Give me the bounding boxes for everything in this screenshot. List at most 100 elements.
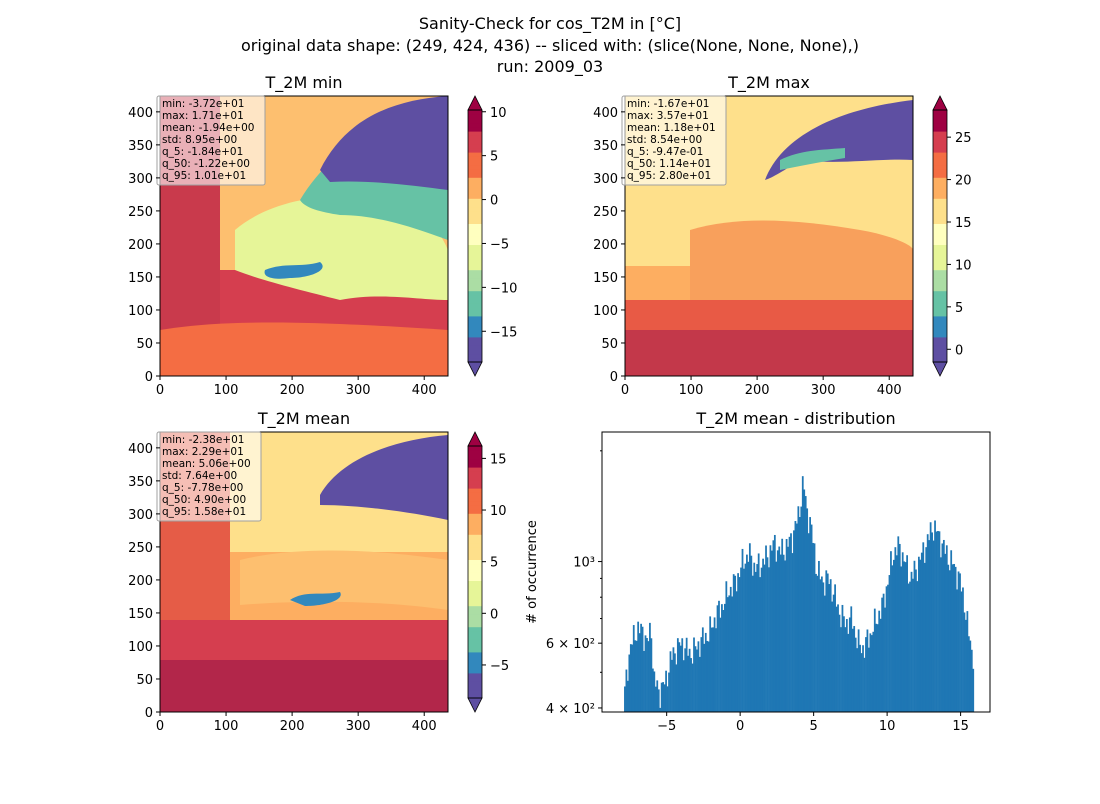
colorbar-segment bbox=[468, 509, 482, 514]
histogram-bar bbox=[876, 624, 879, 712]
colorbar-segment bbox=[468, 664, 482, 670]
histogram-bar bbox=[626, 680, 629, 712]
colorbar-segment bbox=[468, 244, 482, 250]
colorbar-segment bbox=[933, 307, 947, 313]
histogram-bar bbox=[703, 643, 706, 712]
histogram-bar bbox=[890, 551, 892, 712]
histogram-bar bbox=[674, 653, 676, 712]
y-tick-label: 150 bbox=[128, 607, 153, 622]
colorbar-segment bbox=[468, 681, 482, 686]
histogram-bar bbox=[823, 595, 826, 712]
histogram-bar bbox=[915, 569, 917, 712]
colorbar-segment bbox=[468, 521, 482, 527]
histogram-bar bbox=[732, 574, 735, 712]
histogram-bar bbox=[841, 604, 844, 712]
colorbar-tick-label: 10 bbox=[490, 106, 507, 121]
colorbar-segment bbox=[468, 635, 482, 640]
x-tick-label: 400 bbox=[412, 383, 437, 398]
histogram-bar bbox=[662, 682, 665, 712]
histogram-bar bbox=[825, 570, 828, 712]
histogram-bar bbox=[776, 550, 779, 712]
histogram-bar bbox=[718, 600, 720, 712]
histogram-bar bbox=[957, 571, 960, 712]
colorbar-segment bbox=[468, 336, 482, 342]
histogram-bar bbox=[656, 680, 659, 712]
colorbar-segment bbox=[468, 286, 482, 292]
histogram-bar bbox=[775, 561, 778, 712]
plot-frame bbox=[159, 431, 449, 713]
histogram-bar bbox=[706, 640, 709, 712]
histogram-bar bbox=[772, 540, 775, 712]
colorbar-segment bbox=[468, 534, 482, 539]
histogram-bar bbox=[828, 584, 831, 712]
histogram-bar bbox=[868, 647, 870, 712]
colorbar-segment bbox=[933, 152, 947, 157]
colorbar-segment bbox=[468, 630, 482, 636]
histogram-bar bbox=[944, 553, 947, 712]
histogram-bar bbox=[713, 617, 716, 712]
histogram-bar bbox=[779, 554, 782, 712]
histogram-bar bbox=[784, 560, 787, 712]
colorbar-extend-min bbox=[467, 697, 483, 713]
histogram-bar bbox=[959, 573, 961, 712]
histogram-bar bbox=[878, 610, 881, 712]
colorbar-segment bbox=[468, 223, 482, 229]
panel-title: T_2M mean bbox=[257, 409, 350, 429]
colorbar-segment bbox=[933, 294, 947, 300]
stat-min: min: -2.38e+01 bbox=[162, 434, 244, 446]
histogram-bar bbox=[637, 621, 640, 712]
colorbar-segment bbox=[468, 257, 482, 262]
histogram-bar bbox=[845, 619, 848, 712]
histogram-bar bbox=[687, 655, 690, 712]
colorbar-segment bbox=[468, 580, 482, 586]
x-tick-label: 100 bbox=[214, 383, 239, 398]
colorbar-segment bbox=[468, 622, 482, 628]
histogram-bar bbox=[965, 619, 967, 712]
histogram-bar bbox=[843, 616, 845, 712]
colorbar-tick-label: 5 bbox=[490, 150, 498, 165]
colorbar-segment bbox=[933, 290, 947, 296]
histogram-bar bbox=[796, 523, 798, 712]
y-axis-label: # of occurrence bbox=[525, 520, 540, 624]
x-axis: 0 100 200 300 400 bbox=[156, 712, 437, 734]
y-tick-label: 300 bbox=[593, 172, 618, 187]
histogram-bar bbox=[928, 540, 931, 712]
colorbar-segment bbox=[468, 273, 482, 279]
colorbar-segment bbox=[933, 177, 947, 182]
histogram-bar bbox=[850, 606, 853, 712]
colorbar-segment bbox=[933, 332, 947, 338]
y-tick-label: 0 bbox=[145, 370, 153, 385]
heatmap-image bbox=[160, 96, 448, 376]
histogram-bar bbox=[678, 642, 681, 712]
histogram-bar bbox=[719, 617, 722, 712]
histogram-bar bbox=[926, 534, 929, 712]
histogram-bar bbox=[942, 539, 945, 712]
histogram-bar bbox=[787, 546, 789, 712]
panel-title: T_2M max bbox=[727, 73, 810, 93]
colorbar-segment bbox=[933, 156, 947, 161]
histogram-bar bbox=[895, 555, 898, 712]
y-tick-label: 50 bbox=[136, 337, 153, 352]
histogram-bar bbox=[688, 648, 691, 712]
colorbar-segment bbox=[468, 488, 482, 493]
x-tick-label: 100 bbox=[679, 383, 704, 398]
colorbar-segment bbox=[468, 320, 482, 325]
histogram-bar bbox=[863, 657, 866, 712]
y-tick-label: 4 × 10² bbox=[546, 702, 595, 717]
histogram-bar bbox=[734, 575, 737, 712]
colorbar-segment bbox=[933, 223, 947, 229]
y-tick-label: 400 bbox=[128, 442, 153, 457]
colorbar-segment bbox=[933, 194, 947, 199]
histogram-bar bbox=[797, 506, 800, 712]
histogram-bar bbox=[659, 707, 662, 712]
colorbar-segment bbox=[933, 122, 947, 128]
histogram-bar bbox=[875, 623, 878, 712]
colorbar-segment bbox=[933, 336, 947, 342]
histogram-bar bbox=[948, 570, 951, 712]
histogram-bar bbox=[697, 641, 700, 712]
histogram-bar bbox=[653, 671, 656, 712]
histogram-bar bbox=[709, 616, 712, 712]
y-axis: 0 50 100 150 200 250 300 350 400 bbox=[128, 442, 160, 721]
histogram-bar bbox=[757, 553, 760, 712]
colorbar-segment bbox=[933, 219, 947, 224]
